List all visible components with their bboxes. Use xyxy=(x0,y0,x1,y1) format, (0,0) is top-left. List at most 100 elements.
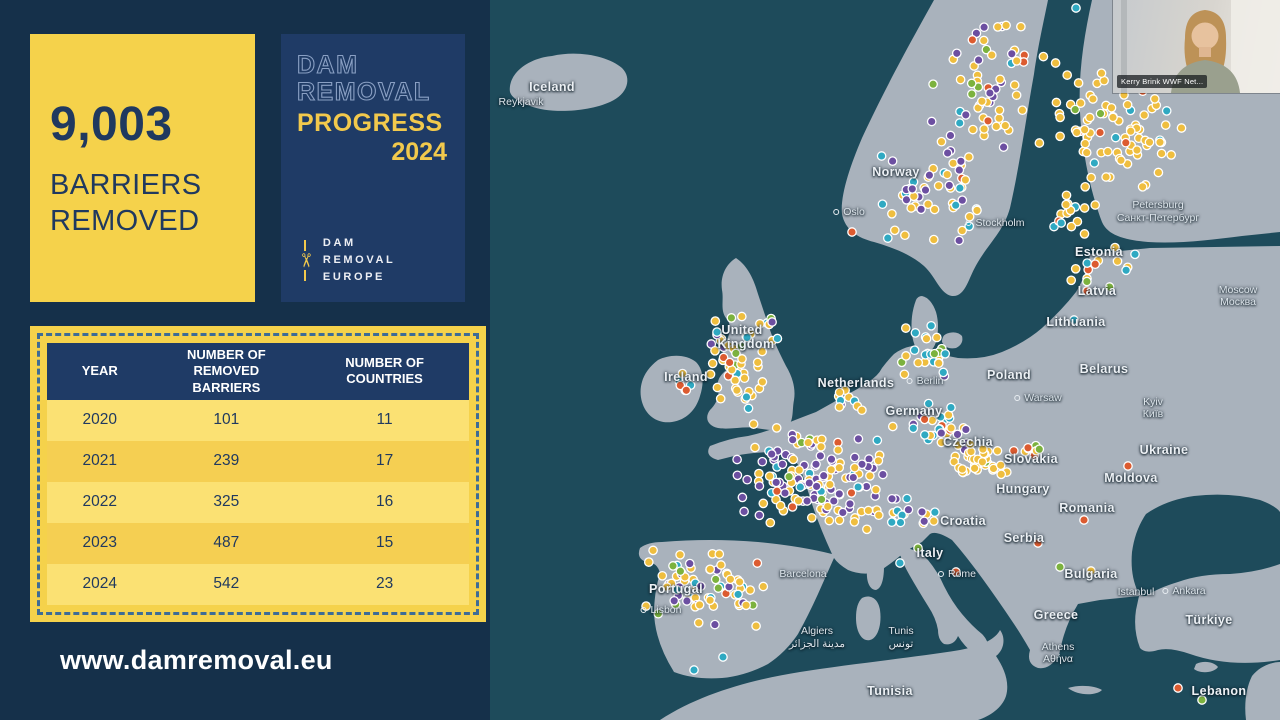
cyprus-land xyxy=(1194,661,1218,673)
map-label: Київ xyxy=(1142,408,1164,420)
map-label: United xyxy=(721,323,763,337)
map-label: Lisbon xyxy=(640,604,681,616)
map-label: Warsaw xyxy=(1014,392,1062,404)
map-label: Kyiv xyxy=(1143,396,1163,408)
cover-subtitle: PROGRESS xyxy=(297,109,443,137)
table-row: 2022 325 16 xyxy=(47,481,469,523)
webcam-tile[interactable]: Kerry Brink WWF Net... xyxy=(1113,0,1280,93)
webcam-name-label: Kerry Brink WWF Net... xyxy=(1117,75,1208,88)
report-cover-card: DAM REMOVAL PROGRESS 2024 ✂ DAM REMOVAL … xyxy=(281,34,465,302)
map-label: Estonia xyxy=(1075,245,1123,259)
map-label: Oslo xyxy=(833,206,865,218)
table-row: 2021 239 17 xyxy=(47,440,469,482)
logo-line: EUROPE xyxy=(322,270,385,283)
stat-card: 9,003 BARRIERS REMOVED xyxy=(30,34,255,302)
table-cell: 2022 xyxy=(82,493,117,511)
europe-barrier-map[interactable]: Iceland Reykjavik Norway Oslo Stockholm Peter… xyxy=(490,0,1280,720)
map-label: Tunis xyxy=(888,625,914,637)
black-sea-water xyxy=(1131,494,1280,596)
slide-panel: 9,003 BARRIERS REMOVED DAM REMOVAL PROGR… xyxy=(0,0,490,720)
progress-table: YEAR NUMBER OF REMOVED BARRIERS NUMBER O… xyxy=(37,333,479,615)
table-cell: 2024 xyxy=(82,575,117,593)
city-marker-icon xyxy=(833,209,840,215)
table-cell: 17 xyxy=(375,452,394,470)
table-cell: 101 xyxy=(213,411,240,429)
table-cell: 2023 xyxy=(82,534,117,552)
map-label: Αθήνα xyxy=(1042,653,1074,665)
map-label: Germany xyxy=(885,404,943,418)
map-label: Москва xyxy=(1220,296,1256,308)
adriatic-sea-water xyxy=(927,538,1001,624)
table-cell: 2020 xyxy=(82,411,117,429)
map-label: Tunisia xyxy=(867,684,913,698)
map-label: Ireland xyxy=(664,370,708,384)
city-marker-icon xyxy=(937,571,944,577)
corsica-land xyxy=(866,554,884,590)
logo-line: REMOVAL xyxy=(322,253,396,266)
website-url: www.damremoval.eu xyxy=(60,645,333,675)
map-label: Ukraine xyxy=(1139,443,1189,457)
table-row: 2020 101 11 xyxy=(47,399,469,441)
progress-table-card: YEAR NUMBER OF REMOVED BARRIERS NUMBER O… xyxy=(30,326,486,622)
map-label: Reykjavik xyxy=(498,96,544,108)
levant-land xyxy=(1245,662,1280,720)
map-label: Bulgaria xyxy=(1064,567,1118,581)
table-body: 2020 101 11 2021 239 17 2022 325 16 2023 487 15 2024… xyxy=(47,399,469,605)
map-label: Athens xyxy=(1041,641,1075,653)
map-label: Hungary xyxy=(996,482,1050,496)
city-marker-icon xyxy=(1162,588,1169,594)
map-landmass xyxy=(509,0,1280,720)
table-cell: 11 xyxy=(376,411,393,429)
table-cell: 239 xyxy=(213,452,240,470)
map-label: Belarus xyxy=(1079,362,1129,376)
map-label: Italy xyxy=(916,546,944,560)
city-marker-icon xyxy=(640,607,647,613)
map-label: Iceland xyxy=(529,80,575,94)
map-label: Algiers xyxy=(800,625,834,637)
map-label: Slovakia xyxy=(1004,452,1058,466)
scissors-icon: ✂ xyxy=(294,239,315,281)
table-header-year: YEAR xyxy=(81,363,118,379)
table-row: 2024 542 23 xyxy=(47,563,469,605)
map-label: Poland xyxy=(986,368,1032,382)
logo-wordmark: DAM REMOVAL EUROPE xyxy=(323,235,395,286)
map-label: Lithuania xyxy=(1046,315,1106,329)
table-header-row: YEAR NUMBER OF REMOVED BARRIERS NUMBER O… xyxy=(47,343,469,400)
table-header-removed-barriers: NUMBER OF REMOVED BARRIERS xyxy=(186,347,266,395)
map-label: Netherlands xyxy=(817,376,895,390)
denmark-land xyxy=(911,296,938,354)
mainland-europe-land xyxy=(638,246,1280,679)
map-label: Barcelona xyxy=(779,568,827,580)
map-label: تونس xyxy=(888,638,914,650)
cover-title-line2: REMOVAL xyxy=(296,78,431,106)
map-label: Portugal xyxy=(649,582,703,596)
uk-land xyxy=(707,258,795,430)
map-label: Kingdom xyxy=(717,337,775,351)
map-label: Czechia xyxy=(942,435,994,449)
table-cell: 23 xyxy=(375,575,394,593)
map-label: Rome xyxy=(937,568,976,580)
map-label: Latvia xyxy=(1077,284,1117,298)
north-africa-land xyxy=(660,630,1008,720)
removal-dots-layer[interactable] xyxy=(490,0,1280,720)
table-cell: 542 xyxy=(213,575,240,593)
cover-year: 2024 xyxy=(391,138,447,166)
map-label: Romania xyxy=(1059,501,1115,515)
map-label: Norway xyxy=(872,165,920,179)
map-label: Serbia xyxy=(1003,531,1045,545)
map-label: Berlin xyxy=(906,375,943,387)
crete-land xyxy=(1068,685,1102,695)
map-label: Istanbul xyxy=(1117,586,1155,598)
barriers-removed-count: 9,003 xyxy=(50,98,173,152)
map-label: Ankara xyxy=(1162,585,1206,597)
cover-title-line1: DAM xyxy=(296,51,359,79)
iceland-land xyxy=(509,53,628,111)
map-label: Lebanon xyxy=(1191,684,1247,698)
map-label: Moldova xyxy=(1104,471,1158,485)
map-label: Croatia xyxy=(940,514,986,528)
map-label: Petersburg xyxy=(1132,199,1184,211)
map-label: Stockholm xyxy=(965,217,1025,229)
city-marker-icon xyxy=(906,378,913,384)
city-marker-icon xyxy=(1014,395,1021,401)
table-cell: 15 xyxy=(375,534,394,552)
